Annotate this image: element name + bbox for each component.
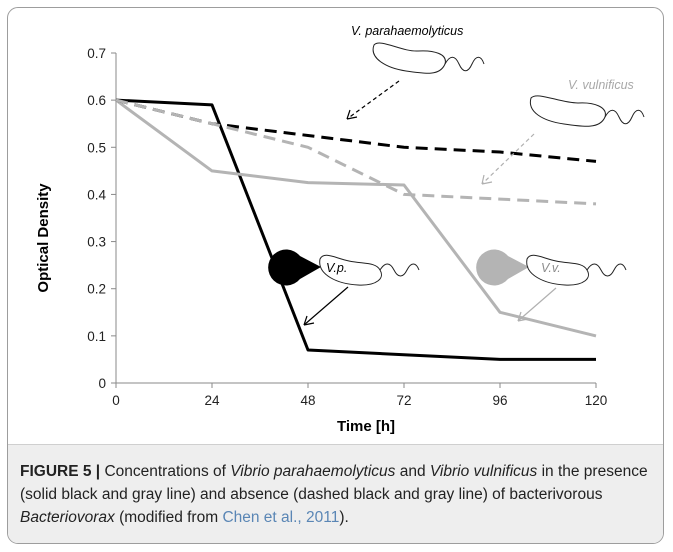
y-tick-label: 0.7 — [87, 46, 106, 61]
bacterium-icon — [372, 42, 485, 74]
x-tick-label: 48 — [300, 393, 315, 408]
arrow-icon — [346, 80, 400, 120]
y-axis-title: Optical Density — [35, 183, 52, 293]
chart-axes — [115, 53, 596, 384]
y-tick-label: 0.2 — [87, 282, 106, 297]
caption-species: Bacteriovorax — [20, 509, 115, 526]
x-axis-title: Time [h] — [337, 418, 395, 435]
chart-ticks: 0 0.1 0.2 0.3 0.4 0.5 0.6 0.7 0 24 48 72 96 120 — [87, 46, 607, 408]
figure-caption: FIGURE 5 | Concentrations of Vibrio para… — [20, 460, 652, 529]
caption-text: in the presence (solid black and gray li… — [20, 463, 648, 503]
x-tick-label: 96 — [492, 393, 507, 408]
figure-label: FIGURE 5 | — [20, 463, 101, 480]
x-tick-label: 24 — [204, 393, 220, 408]
y-tick-label: 0 — [98, 376, 106, 391]
arrow-icon — [481, 133, 535, 185]
figure-panel: 0 0.1 0.2 0.3 0.4 0.5 0.6 0.7 0 24 48 72 96 120 Optic… — [7, 7, 664, 544]
caption-species: Vibrio parahaemolyticus — [230, 463, 396, 480]
citation-link[interactable]: Chen et al., 2011 — [222, 509, 340, 526]
predator-icon — [268, 249, 321, 286]
arrow-icon — [517, 287, 557, 322]
figure-caption-box: FIGURE 5 | Concentrations of Vibrio para… — [8, 444, 663, 543]
caption-text: (modified from — [114, 509, 223, 526]
x-tick-label: 72 — [396, 393, 411, 408]
x-tick-label: 120 — [585, 393, 608, 408]
bacterium-icon — [319, 254, 420, 286]
annotation-v-vulnificus: V. vulnificus — [568, 78, 634, 92]
y-tick-label: 0.5 — [87, 140, 106, 155]
series-line-1 — [115, 98, 596, 361]
x-tick-label: 0 — [112, 393, 120, 408]
series-line-2 — [115, 98, 597, 338]
series-line-4 — [115, 98, 597, 206]
caption-species: Vibrio vulnificus — [429, 463, 538, 480]
annotation-v-parahaemolyticus: V. parahaemolyticus — [351, 24, 463, 38]
y-tick-label: 0.1 — [87, 329, 106, 344]
y-tick-label: 0.6 — [87, 93, 106, 108]
arrow-icon — [303, 286, 349, 326]
annotation-vp: V.p. — [326, 261, 347, 275]
caption-text: ). — [339, 509, 349, 526]
bacterium-icon — [529, 95, 645, 127]
line-chart: 0 0.1 0.2 0.3 0.4 0.5 0.6 0.7 0 24 48 72 96 120 Optic… — [35, 24, 645, 435]
annotation-vv: V.v. — [541, 261, 561, 275]
chart-series — [115, 98, 597, 361]
caption-text: Concentrations of — [100, 463, 231, 480]
predator-icon — [476, 249, 529, 286]
y-tick-label: 0.3 — [87, 235, 106, 250]
caption-text: and — [395, 463, 430, 480]
y-tick-label: 0.4 — [87, 187, 106, 202]
bacterium-icon — [526, 254, 627, 286]
